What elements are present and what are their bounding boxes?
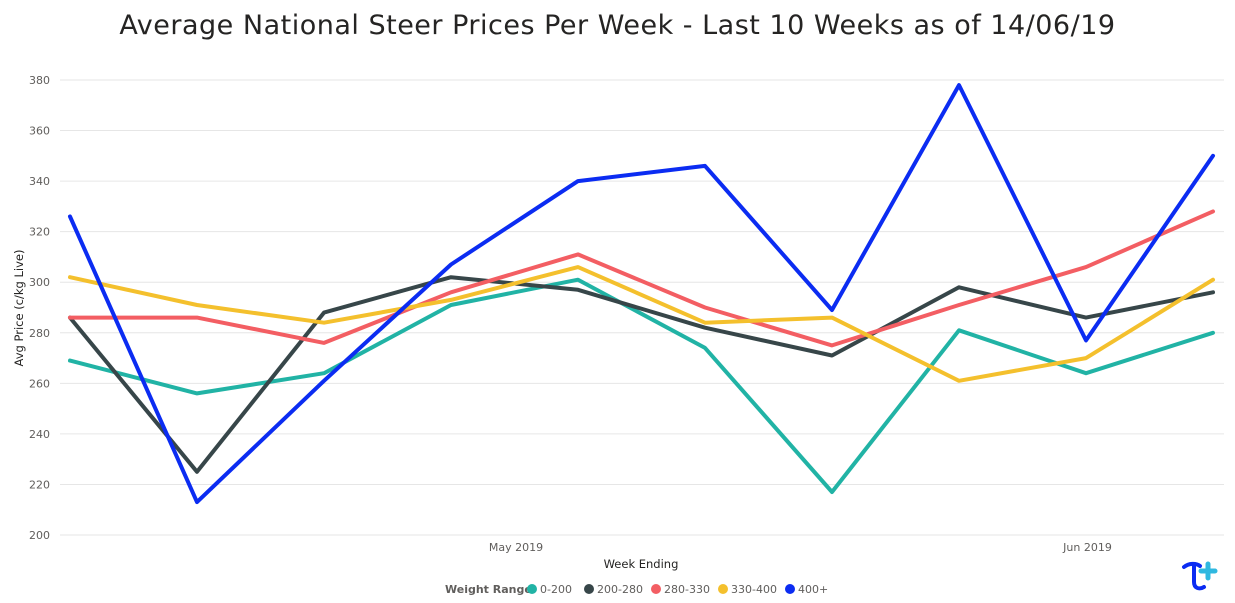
series-line-280-330 xyxy=(68,209,1215,348)
series-line-400+ xyxy=(68,83,1215,505)
x-tick-label: May 2019 xyxy=(489,541,543,554)
y-tick-label: 200 xyxy=(29,529,50,542)
legend-marker xyxy=(785,584,795,594)
y-tick-label: 240 xyxy=(29,428,50,441)
series-line-0-200 xyxy=(68,277,1215,494)
y-axis-ticks: 200 220 240 260 280 300 320 340 360 380 xyxy=(29,74,50,542)
x-axis-ticks: May 2019 Jun 2019 xyxy=(489,541,1112,554)
x-axis-title: Week Ending xyxy=(604,557,679,571)
y-tick-label: 380 xyxy=(29,74,50,87)
x-tick-label: Jun 2019 xyxy=(1062,541,1112,554)
series-line-200-280 xyxy=(68,275,1215,474)
y-tick-label: 260 xyxy=(29,377,50,390)
y-axis-title: Avg Price (c/kg Live) xyxy=(12,250,26,367)
chart-title: Average National Steer Prices Per Week -… xyxy=(119,10,1116,41)
legend-item-label: 200-280 xyxy=(597,583,643,596)
legend-marker xyxy=(718,584,728,594)
legend-marker xyxy=(527,584,537,594)
y-tick-label: 300 xyxy=(29,276,50,289)
y-tick-label: 360 xyxy=(29,125,50,138)
y-tick-label: 340 xyxy=(29,175,50,188)
legend-item-label: 0-200 xyxy=(540,583,572,596)
y-tick-label: 320 xyxy=(29,226,50,239)
brand-logo xyxy=(1182,561,1218,591)
legend-item-label: 280-330 xyxy=(664,583,710,596)
legend-item-label: 330-400 xyxy=(731,583,777,596)
series-line-330-400 xyxy=(68,265,1215,383)
legend-title: Weight Range xyxy=(445,583,532,596)
legend-item-label: 400+ xyxy=(798,583,828,596)
y-tick-label: 280 xyxy=(29,327,50,340)
legend-marker xyxy=(651,584,661,594)
legend-marker xyxy=(584,584,594,594)
legend: Weight Range 0-200 200-280 280-330 330-400 4… xyxy=(445,583,828,596)
series-lines xyxy=(68,83,1215,505)
y-tick-label: 220 xyxy=(29,478,50,491)
